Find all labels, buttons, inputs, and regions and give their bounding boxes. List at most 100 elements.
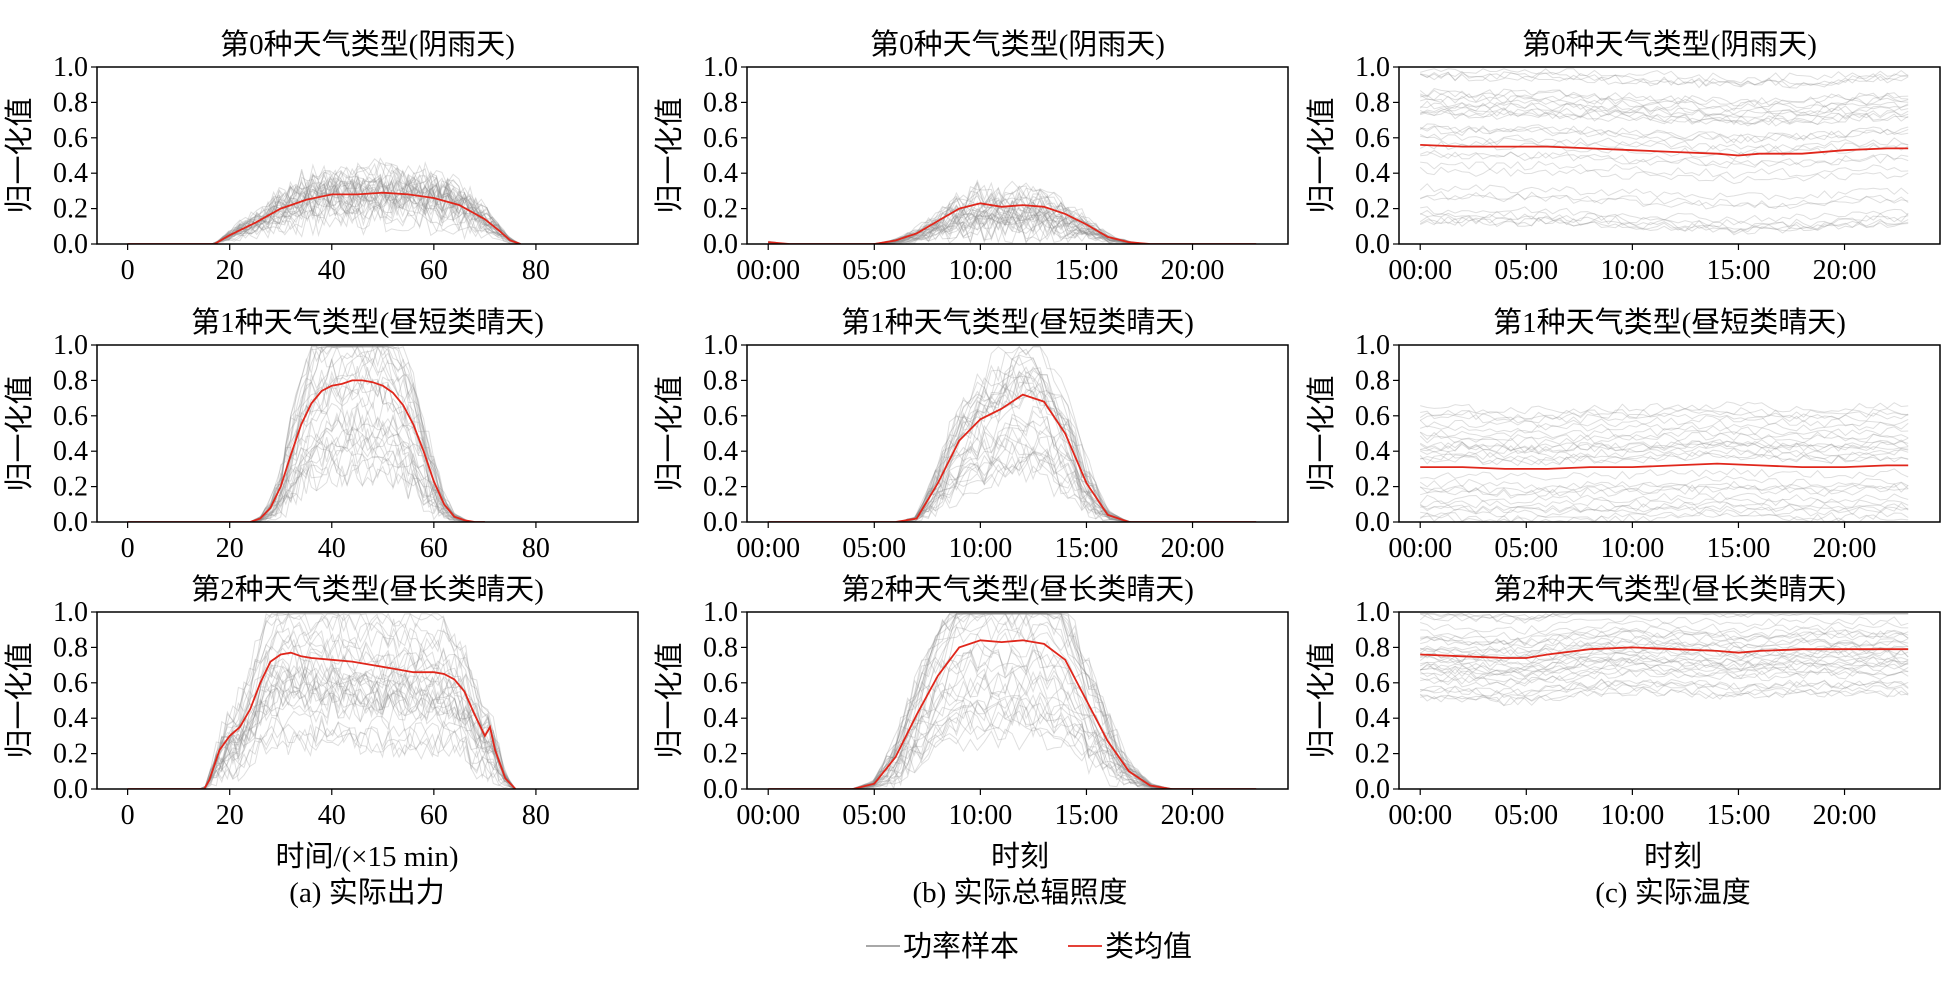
- sample-trace: [1419, 643, 1909, 663]
- sample-trace: [127, 372, 485, 522]
- sample-trace: [1420, 110, 1909, 127]
- sample-trace: [127, 378, 485, 522]
- y-tick-label: 0.4: [1355, 436, 1390, 467]
- sample-trace: [768, 382, 1257, 522]
- sample-trace: [768, 185, 1257, 244]
- sample-trace: [127, 184, 521, 244]
- sample-trace: [768, 369, 1257, 522]
- panel-r1-c2: 0.0 0.2 0.4 0.6 0.8 1.0 00:00 05:00 10:00 15:00 20…: [1305, 306, 1941, 564]
- panel-title: 第2种天气类型(昼长类晴天): [191, 573, 544, 606]
- sample-trace: [768, 443, 1257, 522]
- sample-trace: [127, 662, 516, 789]
- plot-frame: [746, 66, 1289, 245]
- sample-trace: [127, 184, 521, 244]
- sample-traces: [1419, 613, 1909, 707]
- sample-trace: [127, 157, 521, 244]
- sample-trace: [1420, 94, 1909, 113]
- sample-trace: [1420, 684, 1909, 703]
- sample-trace: [1419, 213, 1909, 230]
- y-tick-label: 0.8: [703, 365, 738, 396]
- sample-trace: [127, 634, 516, 789]
- sample-trace: [768, 346, 1257, 522]
- plot-frame: [1398, 344, 1941, 523]
- y-tick-label: 1.0: [1355, 330, 1390, 361]
- y-tick-label: 0.0: [1355, 229, 1390, 260]
- plot-frame: [1398, 66, 1941, 245]
- sample-trace: [127, 423, 485, 522]
- sample-trace: [768, 405, 1257, 522]
- sample-trace: [1420, 679, 1909, 699]
- sample-trace: [768, 211, 1257, 244]
- sample-trace: [1420, 625, 1909, 646]
- sample-trace: [768, 441, 1257, 522]
- sample-trace: [1419, 140, 1909, 161]
- sample-trace: [768, 445, 1257, 522]
- sample-trace: [768, 664, 1257, 789]
- y-tick-label: 0.2: [703, 472, 738, 503]
- legend-sample-label: 功率样本: [903, 930, 1019, 963]
- col-c-xlabel: 时刻: [1644, 840, 1702, 873]
- x-tick-label: 05:00: [842, 800, 906, 831]
- sample-trace: [127, 630, 516, 789]
- sample-trace: [768, 704, 1257, 789]
- x-tick-label: 10:00: [1600, 800, 1664, 831]
- x-tick-label: 0: [121, 255, 135, 286]
- y-axis-label: 归一化值: [1305, 97, 1338, 213]
- sample-trace: [1420, 447, 1909, 462]
- y-tick-label: 0.0: [703, 507, 738, 538]
- sample-trace: [768, 207, 1257, 244]
- sample-trace: [768, 613, 1257, 789]
- panels-group: 0.0 0.2 0.4 0.6 0.8 1.0 0 20 40 60 80 第0种天气类型(阴雨天) 归…: [3, 28, 1941, 831]
- sample-trace: [127, 346, 485, 522]
- x-tick-label: 20:00: [1161, 255, 1225, 286]
- sample-trace: [1420, 407, 1909, 422]
- y-tick-label: 0.4: [53, 703, 88, 734]
- sample-trace: [768, 373, 1257, 522]
- sample-trace: [127, 374, 485, 522]
- sample-trace: [127, 174, 521, 244]
- sample-trace: [1419, 482, 1909, 497]
- x-tick-label: 15:00: [1707, 255, 1771, 286]
- y-axis-label: 归一化值: [653, 642, 686, 758]
- sample-trace: [768, 203, 1257, 244]
- sample-traces: [768, 179, 1257, 244]
- sample-trace: [768, 205, 1257, 244]
- class-mean-line: [1420, 144, 1909, 157]
- sample-trace: [1419, 627, 1909, 647]
- sample-trace: [127, 671, 516, 789]
- sample-trace: [1420, 70, 1909, 87]
- x-tick-label: 20: [216, 255, 244, 286]
- sample-trace: [768, 710, 1257, 789]
- sample-trace: [1419, 613, 1909, 625]
- sample-trace: [127, 715, 516, 789]
- sample-trace: [768, 357, 1257, 522]
- sample-trace: [1419, 475, 1909, 491]
- sample-trace: [1420, 107, 1909, 125]
- sample-trace: [127, 375, 485, 522]
- sample-trace: [127, 612, 516, 789]
- sample-trace: [768, 718, 1257, 789]
- sample-trace: [127, 612, 516, 789]
- x-tick-label: 15:00: [1707, 800, 1771, 831]
- sample-trace: [127, 627, 516, 789]
- sample-trace: [127, 346, 485, 522]
- sample-trace: [127, 198, 521, 244]
- sample-trace: [127, 684, 516, 789]
- sample-trace: [127, 721, 516, 789]
- y-tick-label: 0.6: [1355, 123, 1390, 154]
- panel-title: 第2种天气类型(昼长类晴天): [841, 573, 1194, 606]
- sample-trace: [1419, 216, 1909, 236]
- sample-trace: [1419, 133, 1909, 151]
- sample-trace: [1419, 501, 1909, 514]
- sample-trace: [1420, 669, 1909, 689]
- x-tick-label: 05:00: [842, 255, 906, 286]
- y-tick-label: 0.6: [703, 668, 738, 699]
- sample-trace: [768, 348, 1257, 522]
- sample-trace: [768, 697, 1257, 789]
- y-tick-label: 0.2: [703, 739, 738, 770]
- sample-trace: [1419, 440, 1909, 455]
- sample-trace: [127, 201, 521, 244]
- sample-trace: [768, 430, 1257, 522]
- sample-trace: [1419, 645, 1909, 664]
- sample-trace: [768, 385, 1257, 522]
